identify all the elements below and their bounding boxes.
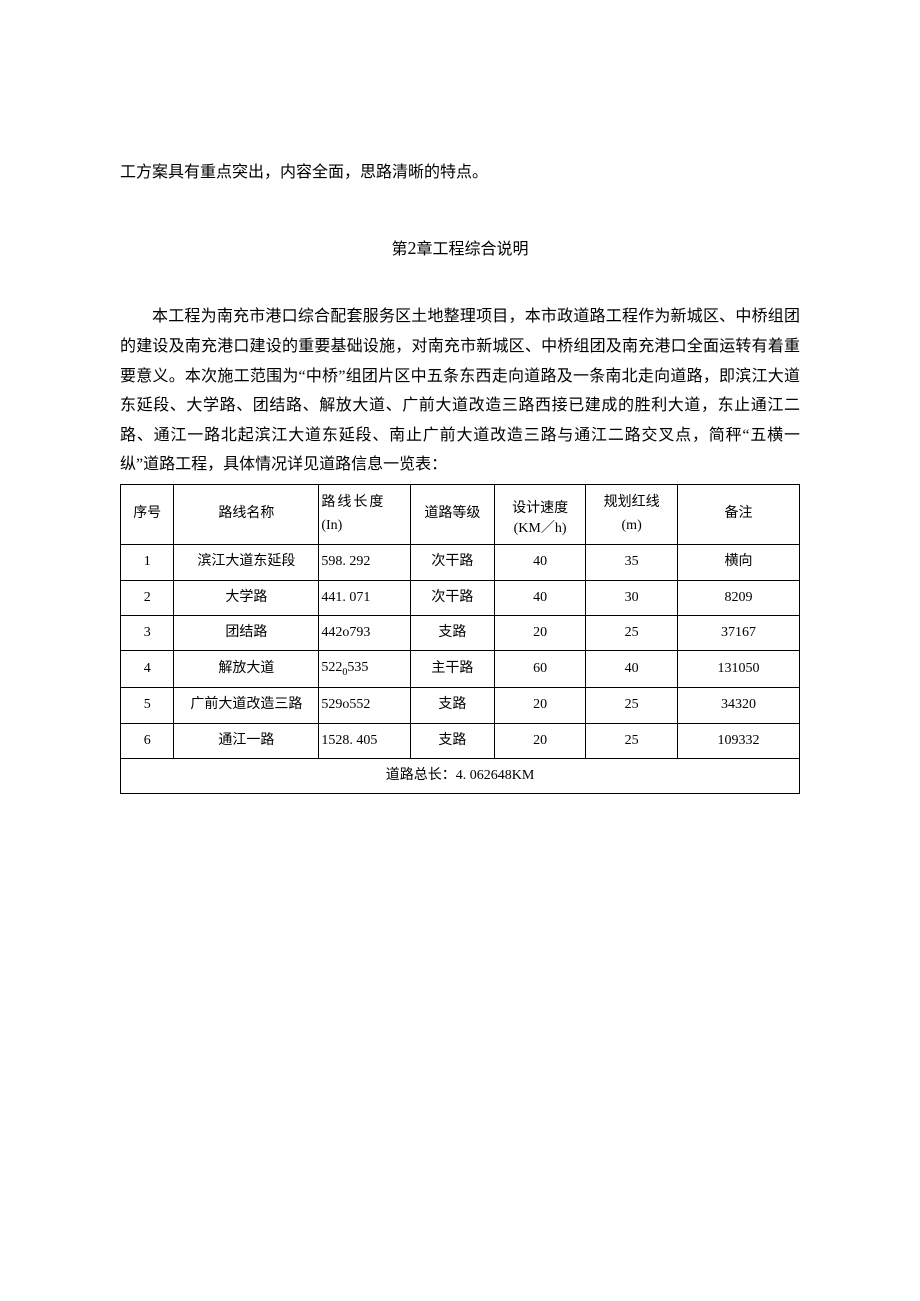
- cell-red: 35: [586, 545, 678, 580]
- cell-length: 5220535: [319, 651, 411, 688]
- table-row: 6 通江一路 1528. 405 支路 20 25 109332: [121, 723, 800, 758]
- cell-red: 25: [586, 615, 678, 650]
- cell-speed: 40: [494, 580, 586, 615]
- col-header-speed-l1: 设计速度: [512, 501, 568, 516]
- col-header-seq: 序号: [121, 484, 174, 544]
- col-header-redline: 规划红线 (m): [586, 484, 678, 544]
- cell-length: 441. 071: [319, 580, 411, 615]
- col-header-redline-l2: (m): [622, 518, 642, 533]
- table-row: 2 大学路 441. 071 次干路 40 30 8209: [121, 580, 800, 615]
- col-header-redline-l1: 规划红线: [604, 495, 660, 510]
- chapter-title: 第2章工程综合说明: [120, 234, 800, 263]
- cell-seq: 1: [121, 545, 174, 580]
- cell-speed: 20: [494, 688, 586, 723]
- cell-red: 25: [586, 723, 678, 758]
- cell-name: 通江一路: [174, 723, 319, 758]
- intro-text: 工方案具有重点突出，内容全面，思路清晰的特点。: [120, 160, 800, 186]
- cell-red: 25: [586, 688, 678, 723]
- table-row: 3 团结路 442o793 支路 20 25 37167: [121, 615, 800, 650]
- cell-grade: 次干路: [410, 545, 494, 580]
- cell-speed: 20: [494, 723, 586, 758]
- table-footer-row: 道路总长：4. 062648KM: [121, 758, 800, 793]
- cell-grade: 主干路: [410, 651, 494, 688]
- cell-name: 团结路: [174, 615, 319, 650]
- cell-note: 8209: [677, 580, 799, 615]
- cell-red: 40: [586, 651, 678, 688]
- body-paragraph: 本工程为南充市港口综合配套服务区土地整理项目，本市政道路工程作为新城区、中桥组团…: [120, 302, 800, 480]
- cell-length: 1528. 405: [319, 723, 411, 758]
- col-header-length: 路线长度 (In): [319, 484, 411, 544]
- table-header-row: 序号 路线名称 路线长度 (In) 道路等级 设计速度 (KM／h) 规划红线 …: [121, 484, 800, 544]
- cell-grade: 次干路: [410, 580, 494, 615]
- cell-length-post: 535: [347, 660, 368, 675]
- col-header-speed-l2: (KM／h): [514, 521, 567, 536]
- col-header-speed: 设计速度 (KM／h): [494, 484, 586, 544]
- cell-note: 109332: [677, 723, 799, 758]
- cell-note: 34320: [677, 688, 799, 723]
- chapter-suffix: 章工程综合说明: [417, 241, 529, 258]
- cell-red: 30: [586, 580, 678, 615]
- cell-seq: 2: [121, 580, 174, 615]
- cell-grade: 支路: [410, 688, 494, 723]
- col-header-length-l1: 路线长度: [321, 495, 385, 510]
- cell-seq: 3: [121, 615, 174, 650]
- cell-length: 529o552: [319, 688, 411, 723]
- cell-grade: 支路: [410, 723, 494, 758]
- cell-seq: 6: [121, 723, 174, 758]
- cell-length: 442o793: [319, 615, 411, 650]
- cell-seq: 4: [121, 651, 174, 688]
- table-footer-text: 道路总长：4. 062648KM: [121, 758, 800, 793]
- col-header-name: 路线名称: [174, 484, 319, 544]
- cell-name: 大学路: [174, 580, 319, 615]
- road-info-table: 序号 路线名称 路线长度 (In) 道路等级 设计速度 (KM／h) 规划红线 …: [120, 484, 800, 794]
- chapter-prefix: 第: [391, 241, 407, 258]
- cell-note: 131050: [677, 651, 799, 688]
- cell-speed: 20: [494, 615, 586, 650]
- table-row: 5 广前大道改造三路 529o552 支路 20 25 34320: [121, 688, 800, 723]
- col-header-note: 备注: [677, 484, 799, 544]
- table-row: 1 滨江大道东延段 598. 292 次干路 40 35 横向: [121, 545, 800, 580]
- cell-speed: 40: [494, 545, 586, 580]
- cell-note: 横向: [677, 545, 799, 580]
- cell-length-pre: 522: [321, 660, 342, 675]
- cell-grade: 支路: [410, 615, 494, 650]
- cell-name: 滨江大道东延段: [174, 545, 319, 580]
- col-header-length-l2: (In): [321, 518, 342, 533]
- chapter-number: 2: [408, 238, 417, 258]
- table-body: 1 滨江大道东延段 598. 292 次干路 40 35 横向 2 大学路 44…: [121, 545, 800, 794]
- cell-name: 广前大道改造三路: [174, 688, 319, 723]
- cell-length: 598. 292: [319, 545, 411, 580]
- table-row: 4 解放大道 5220535 主干路 60 40 131050: [121, 651, 800, 688]
- cell-speed: 60: [494, 651, 586, 688]
- col-header-grade: 道路等级: [410, 484, 494, 544]
- cell-name: 解放大道: [174, 651, 319, 688]
- cell-seq: 5: [121, 688, 174, 723]
- cell-note: 37167: [677, 615, 799, 650]
